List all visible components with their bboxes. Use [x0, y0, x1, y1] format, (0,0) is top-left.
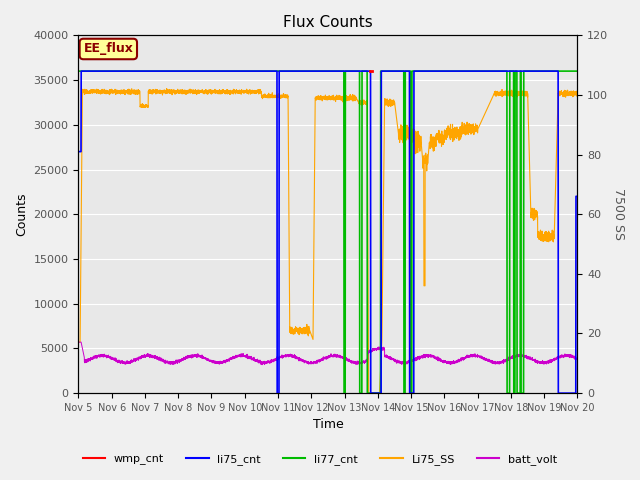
- Y-axis label: Counts: Counts: [15, 192, 28, 236]
- X-axis label: Time: Time: [312, 419, 343, 432]
- Y-axis label: 7500 SS: 7500 SS: [612, 188, 625, 240]
- Text: EE_flux: EE_flux: [83, 43, 133, 56]
- Legend: wmp_cnt, li75_cnt, li77_cnt, Li75_SS, batt_volt: wmp_cnt, li75_cnt, li77_cnt, Li75_SS, ba…: [78, 450, 562, 469]
- Title: Flux Counts: Flux Counts: [283, 15, 373, 30]
